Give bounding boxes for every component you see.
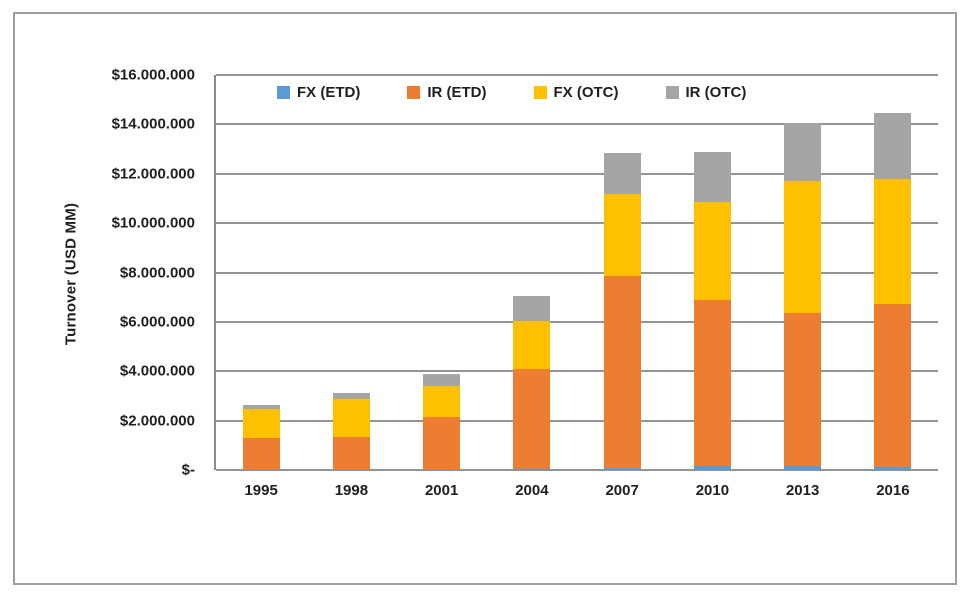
x-axis-line [216, 469, 938, 471]
y-tick-label: $2.000.000 [119, 412, 195, 430]
legend: FX (ETD) IR (ETD) FX (OTC) IR (OTC) [277, 84, 746, 101]
gridline [216, 419, 938, 422]
category-column-1998 [306, 75, 396, 470]
x-tick-label-2016: 2016 [876, 482, 910, 499]
legend-label: IR (ETD) [427, 84, 487, 101]
bar-segment-ir-otc-2001 [423, 374, 461, 387]
bar-segment-ir-otc-2016 [874, 113, 912, 180]
legend-label: FX (ETD) [297, 84, 361, 101]
legend-item-fx-etd: FX (ETD) [277, 84, 360, 101]
x-axis-tick-labels: 1995 1998 2001 2004 2007 2010 2013 2016 [216, 482, 938, 499]
bar-segment-ir-etd-2004 [513, 368, 551, 470]
bar-segment-fx-otc-2013 [784, 180, 822, 313]
stacked-bar-2004 [513, 295, 551, 470]
legend-swatch-icon [407, 86, 421, 99]
gridline [216, 370, 938, 373]
gridline [216, 74, 938, 76]
x-tick-label-2010: 2010 [695, 482, 730, 499]
bar-segment-fx-otc-2010 [693, 202, 731, 301]
bar-segment-ir-etd-2001 [423, 417, 461, 470]
stacked-bar-1998 [332, 392, 370, 470]
bar-segment-fx-otc-2007 [603, 194, 641, 277]
bar-segment-ir-etd-2010 [693, 300, 731, 466]
bars-layer [216, 75, 938, 470]
bar-segment-ir-otc-2010 [693, 151, 731, 203]
x-tick-label-2004: 2004 [515, 482, 549, 499]
bar-segment-fx-etd-2013 [784, 466, 822, 470]
stacked-bar-2013 [784, 122, 822, 470]
bar-segment-ir-otc-1998 [332, 392, 370, 400]
gridline [216, 123, 938, 126]
x-tick-label-1998: 1998 [334, 482, 369, 499]
bar-segment-ir-otc-2004 [513, 295, 551, 322]
y-tick-label: $10.000.000 [111, 214, 195, 232]
x-tick-label-2001: 2001 [424, 482, 459, 499]
bar-segment-fx-otc-2004 [513, 321, 551, 369]
category-column-2004 [487, 75, 577, 470]
legend-swatch-icon [533, 86, 547, 99]
gridline [216, 271, 938, 274]
legend-item-ir-etd: IR (ETD) [407, 84, 487, 101]
legend-label: IR (OTC) [685, 84, 747, 101]
y-axis-tick-labels: $- $2.000.000 $4.000.000 $6.000.000 $8.000.0… [4, 67, 204, 479]
bar-segment-ir-otc-1995 [242, 404, 280, 409]
gridline [216, 172, 938, 175]
category-column-1995 [216, 75, 306, 470]
figure-border [13, 12, 957, 585]
category-column-2007 [577, 75, 667, 470]
bar-segment-fx-etd-2007 [603, 468, 641, 470]
bar-segment-ir-etd-2016 [874, 304, 912, 468]
y-tick-label: $4.000.000 [119, 362, 195, 380]
stacked-bar-2010 [693, 151, 731, 470]
legend-swatch-icon [277, 86, 290, 99]
bar-segment-fx-etd-2016 [874, 467, 912, 470]
bar-segment-ir-otc-2007 [603, 152, 641, 195]
bar-segment-ir-etd-2013 [784, 313, 822, 467]
y-tick-label: $16.000.000 [111, 66, 195, 84]
bar-segment-fx-etd-2010 [693, 465, 731, 470]
bar-segment-fx-etd-2004 [513, 469, 551, 470]
bar-segment-fx-otc-2001 [423, 386, 461, 418]
stacked-bar-2016 [874, 113, 912, 470]
y-tick-label: $6.000.000 [119, 313, 195, 331]
x-tick-label-1995: 1995 [244, 482, 278, 499]
bar-segment-fx-otc-2016 [874, 179, 912, 305]
gridline [216, 222, 938, 225]
bar-segment-ir-otc-2013 [784, 122, 822, 181]
legend-item-fx-otc: FX (OTC) [533, 84, 619, 101]
legend-label: FX (OTC) [553, 84, 619, 101]
bar-segment-fx-otc-1998 [332, 399, 370, 438]
plot-area: $- $2.000.000 $4.000.000 $6.000.000 $8.000.0… [112, 67, 938, 499]
x-tick-label-2007: 2007 [605, 482, 639, 499]
bar-segment-ir-etd-1995 [242, 437, 280, 470]
category-column-2010 [667, 75, 757, 470]
legend-item-ir-otc: IR (OTC) [665, 84, 747, 101]
x-tick-label-2013: 2013 [785, 482, 820, 499]
bar-segment-ir-etd-2007 [603, 276, 641, 469]
category-column-2013 [758, 75, 848, 470]
category-column-2001 [397, 75, 487, 470]
y-tick-label: $14.000.000 [111, 115, 195, 133]
gridline [216, 320, 938, 323]
stacked-bar-2001 [423, 374, 461, 470]
stacked-bar-2007 [603, 152, 641, 470]
bar-segment-ir-etd-1998 [332, 437, 370, 470]
stacked-bar-1995 [242, 404, 280, 470]
y-tick-label: $12.000.000 [111, 165, 195, 183]
category-column-2016 [848, 75, 938, 470]
y-tick-label: $- [181, 461, 195, 479]
bar-segment-fx-otc-1995 [242, 408, 280, 438]
legend-swatch-icon [665, 86, 679, 99]
y-tick-label: $8.000.000 [119, 264, 195, 281]
